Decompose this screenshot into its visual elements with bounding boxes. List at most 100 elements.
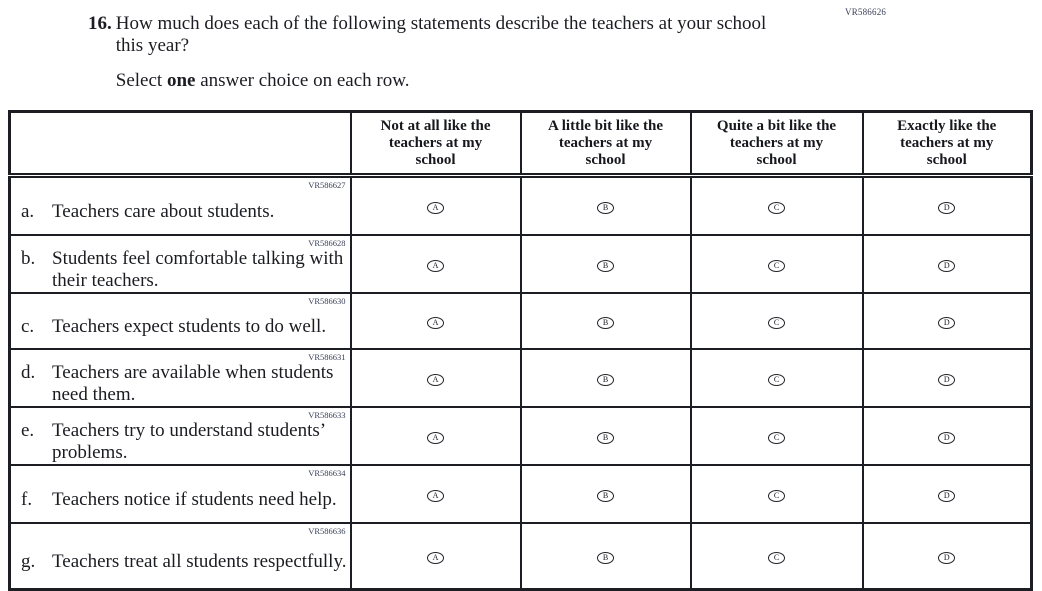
statement-row-a: VR586627 a. Teachers care about students.… <box>8 174 1033 236</box>
statement-cell: VR586633 e. Teachers try to understand st… <box>8 406 352 466</box>
answer-bubble-b[interactable]: B <box>597 260 614 272</box>
row-statement-text: Teachers are available when students nee… <box>52 362 334 405</box>
row-code: VR586634 <box>308 468 346 478</box>
statement-cell: VR586628 b. Students feel comfortable tal… <box>8 234 352 294</box>
column-header-quite-a-bit: Quite a bit like the teachers at my scho… <box>689 110 864 178</box>
answer-bubble-d[interactable]: D <box>938 552 956 564</box>
header-stub <box>8 110 352 178</box>
answer-bubble-b[interactable]: B <box>597 552 614 564</box>
statement-row-f: VR586634 f. Teachers notice if students n… <box>8 464 1033 524</box>
row-statement: f. Teachers notice if students need help. <box>21 489 350 511</box>
answer-cell: B <box>519 522 692 591</box>
statement-cell: VR586636 g. Teachers treat all students r… <box>8 522 352 591</box>
answer-bubble-d[interactable]: D <box>938 317 956 329</box>
answer-cell: C <box>689 174 864 236</box>
answer-bubble-d[interactable]: D <box>938 202 956 214</box>
row-statement: c. Teachers expect students to do well. <box>21 316 350 338</box>
answer-cell: D <box>861 292 1033 350</box>
answer-bubble-d[interactable]: D <box>938 374 956 386</box>
instruction-pre: Select <box>115 70 167 91</box>
row-code: VR586627 <box>308 180 346 190</box>
statement-row-e: VR586633 e. Teachers try to understand st… <box>8 406 1033 466</box>
answer-bubble-d[interactable]: D <box>938 432 956 444</box>
answer-cell: C <box>689 348 864 408</box>
answer-cell: C <box>689 234 864 294</box>
statement-cell: VR586634 f. Teachers notice if students n… <box>8 464 352 524</box>
answer-bubble-c[interactable]: C <box>768 202 785 214</box>
answer-bubble-c[interactable]: C <box>768 432 785 444</box>
statement-cell: VR586631 d. Teachers are available when s… <box>8 348 352 408</box>
answer-cell: C <box>689 522 864 591</box>
column-header-label: Exactly like the teachers at my school <box>897 117 997 168</box>
answer-cell: B <box>519 348 692 408</box>
column-header-label: Not at all like the teachers at my schoo… <box>380 117 491 168</box>
question-instruction: Select one answer choice on each row. <box>116 70 778 92</box>
answer-bubble-a[interactable]: A <box>427 374 444 386</box>
answer-bubble-a[interactable]: A <box>427 490 444 502</box>
answer-bubble-b[interactable]: B <box>597 432 614 444</box>
row-statement: a. Teachers care about students. <box>21 201 350 223</box>
row-statement-text: Teachers notice if students need help. <box>52 489 337 510</box>
answer-cell: D <box>861 348 1033 408</box>
statement-row-d: VR586631 d. Teachers are available when s… <box>8 348 1033 408</box>
answer-bubble-c[interactable]: C <box>768 490 785 502</box>
row-letter: e. <box>21 420 35 441</box>
row-letter: b. <box>21 248 36 269</box>
row-code: VR586628 <box>308 238 346 248</box>
row-statement-text: Students feel comfortable talking with t… <box>52 248 344 291</box>
row-letter: g. <box>21 551 36 572</box>
row-letter: d. <box>21 362 36 383</box>
question-body: How much does each of the following stat… <box>116 13 778 92</box>
statement-cell: VR586627 a. Teachers care about students. <box>8 174 352 236</box>
row-code: VR586633 <box>308 410 346 420</box>
answer-cell: D <box>861 174 1033 236</box>
row-code: VR586630 <box>308 296 346 306</box>
answer-matrix-table: Not at all like the teachers at my schoo… <box>8 110 1033 591</box>
instruction-bold-word: one <box>166 70 196 91</box>
answer-bubble-a[interactable]: A <box>427 260 444 272</box>
answer-bubble-d[interactable]: D <box>938 490 956 502</box>
answer-cell: B <box>519 174 692 236</box>
answer-cell: D <box>861 522 1033 591</box>
row-statement-text: Teachers try to understand students’ pro… <box>52 420 325 463</box>
answer-cell: A <box>349 522 522 591</box>
row-statement: e. Teachers try to understand students’ p… <box>21 420 350 464</box>
answer-cell: C <box>689 292 864 350</box>
question-block: 16. How much does each of the following … <box>88 13 778 92</box>
answer-bubble-c[interactable]: C <box>768 374 785 386</box>
question-text: How much does each of the following stat… <box>115 13 767 56</box>
answer-bubble-b[interactable]: B <box>597 374 614 386</box>
row-statement: b. Students feel comfortable talking with… <box>21 248 350 292</box>
answer-bubble-d[interactable]: D <box>938 260 956 272</box>
column-header-exactly: Exactly like the teachers at my school <box>861 110 1033 178</box>
answer-bubble-a[interactable]: A <box>427 202 444 214</box>
statement-cell: VR586630 c. Teachers expect students to d… <box>8 292 352 350</box>
answer-cell: A <box>349 292 522 350</box>
answer-cell: D <box>861 406 1033 466</box>
answer-cell: D <box>861 234 1033 294</box>
answer-bubble-c[interactable]: C <box>768 552 785 564</box>
row-letter: f. <box>21 489 33 510</box>
answer-bubble-a[interactable]: A <box>427 552 444 564</box>
column-header-a-little-bit: A little bit like the teachers at my sch… <box>519 110 692 178</box>
answer-bubble-c[interactable]: C <box>768 317 785 329</box>
answer-bubble-b[interactable]: B <box>597 490 614 502</box>
column-header-not-at-all: Not at all like the teachers at my schoo… <box>349 110 522 178</box>
answer-cell: C <box>689 406 864 466</box>
column-header-label: Quite a bit like the teachers at my scho… <box>716 117 837 168</box>
column-header-label: A little bit like the teachers at my sch… <box>548 117 663 168</box>
instruction-post: answer choice on each row. <box>195 70 410 91</box>
answer-bubble-c[interactable]: C <box>768 260 785 272</box>
answer-bubble-b[interactable]: B <box>597 202 614 214</box>
row-statement-text: Teachers treat all students respectfully… <box>52 551 347 572</box>
answer-bubble-b[interactable]: B <box>597 317 614 329</box>
answer-cell: A <box>349 348 522 408</box>
answer-cell: B <box>519 464 692 524</box>
answer-bubble-a[interactable]: A <box>427 317 444 329</box>
header-row: Not at all like the teachers at my schoo… <box>8 110 1033 178</box>
answer-cell: A <box>349 464 522 524</box>
answer-bubble-a[interactable]: A <box>427 432 444 444</box>
answer-cell: D <box>861 464 1033 524</box>
row-letter: a. <box>21 201 35 222</box>
question-number: 16. <box>88 13 112 34</box>
